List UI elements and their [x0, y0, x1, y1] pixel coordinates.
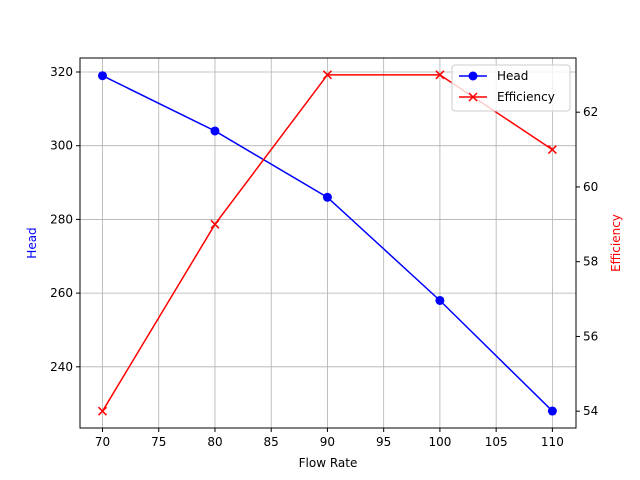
- data-point-marker: [322, 192, 332, 202]
- data-point-marker: [435, 70, 445, 80]
- right-tick-label: 58: [583, 255, 598, 269]
- data-point-marker: [547, 406, 557, 416]
- left-tick-label: 280: [50, 212, 73, 226]
- right-tick-label: 62: [583, 105, 598, 119]
- x-tick-label: 105: [485, 435, 508, 449]
- x-tick-label: 110: [541, 435, 564, 449]
- x-tick-label: 100: [428, 435, 451, 449]
- legend-item-efficiency: Efficiency: [459, 90, 555, 104]
- plot-frame: [79, 57, 577, 429]
- data-point-marker: [97, 406, 108, 416]
- x-axis-label: Flow Rate: [299, 456, 358, 470]
- left-tick-label: 260: [50, 286, 73, 300]
- right-tick-label: 60: [583, 180, 598, 194]
- x-tick-label: 70: [95, 435, 110, 449]
- data-point-marker: [468, 71, 478, 81]
- data-point-marker: [322, 70, 332, 80]
- data-point-marker: [210, 126, 220, 136]
- x-tick-label: 95: [376, 435, 391, 449]
- legend-label: Efficiency: [497, 90, 555, 104]
- data-point-marker: [435, 295, 445, 305]
- right-axis-ticks: 54 56 58 60 62: [576, 105, 598, 418]
- legend-label: Head: [497, 69, 528, 83]
- x-tick-label: 90: [320, 435, 335, 449]
- left-axis-label: Head: [25, 227, 39, 258]
- left-tick-label: 300: [50, 139, 73, 153]
- data-point-marker: [547, 145, 557, 155]
- legend: Head Efficiency: [451, 64, 571, 112]
- right-tick-label: 54: [583, 404, 598, 418]
- x-tick-label: 75: [151, 435, 166, 449]
- left-tick-label: 320: [50, 65, 73, 79]
- data-point-marker: [210, 219, 220, 229]
- grid-lines: [80, 58, 576, 428]
- data-point-marker: [468, 92, 478, 102]
- right-tick-label: 56: [583, 329, 598, 343]
- legend-item-head: Head: [459, 69, 528, 83]
- x-tick-label: 85: [264, 435, 279, 449]
- left-tick-label: 240: [50, 360, 73, 374]
- right-axis-label: Efficiency: [609, 214, 623, 272]
- left-axis-ticks: 240 260 280 300 320: [50, 65, 80, 374]
- data-point-marker: [97, 71, 107, 81]
- x-tick-label: 80: [207, 435, 222, 449]
- series-head: [97, 71, 557, 416]
- x-axis-ticks: 70 75 80 85 90 95 100 105 110: [95, 428, 564, 449]
